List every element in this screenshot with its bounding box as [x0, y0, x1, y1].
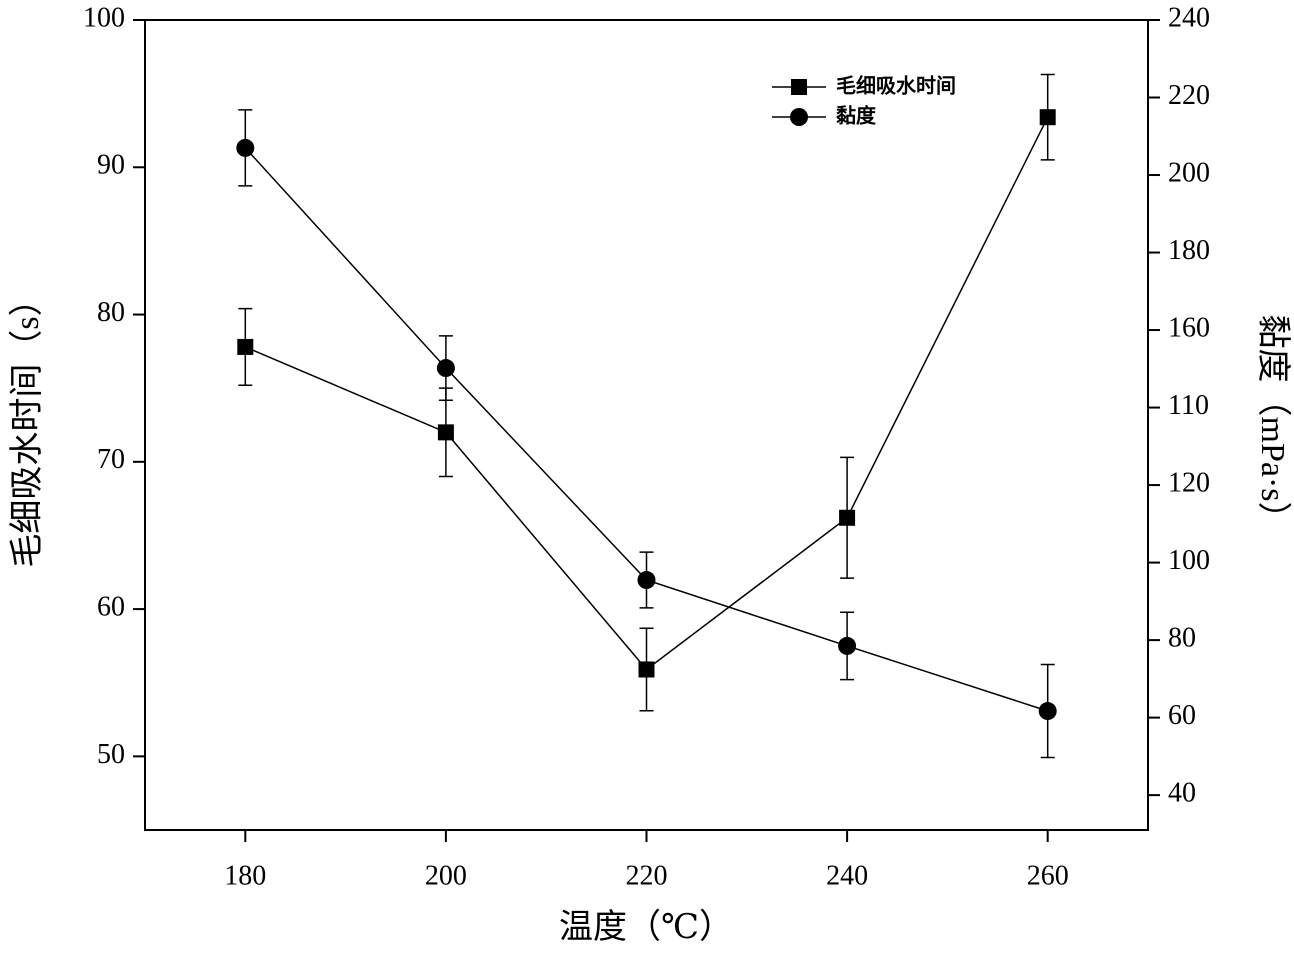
y2-tick-label: 160: [1168, 312, 1210, 343]
y-tick-label: 80: [97, 297, 125, 328]
y2-tick-label: 120: [1168, 467, 1210, 498]
y2-axis-label: 黏度（mPa·s）: [1254, 315, 1292, 536]
y2-tick-label: 80: [1168, 623, 1196, 654]
y-tick-label: 50: [97, 739, 125, 770]
y-tick-label: 90: [97, 150, 125, 181]
y2-tick-label: 220: [1168, 80, 1210, 111]
marker: [1038, 702, 1057, 721]
y-tick-label: 60: [97, 592, 125, 623]
y2-tick-label: 240: [1168, 2, 1210, 33]
y-axis-label: 毛细吸水时间（s）: [8, 282, 46, 567]
marker: [436, 359, 455, 378]
y2-tick-label: 200: [1168, 157, 1210, 188]
marker: [237, 338, 254, 355]
marker: [638, 661, 655, 678]
marker: [637, 571, 656, 590]
y2-tick-label: 40: [1168, 778, 1196, 809]
y2-tick-label: 110: [1168, 390, 1209, 421]
legend-marker: [791, 79, 807, 95]
x-tick-label: 180: [224, 860, 266, 891]
y-tick-label: 100: [83, 2, 125, 33]
x-tick-label: 220: [626, 860, 668, 891]
y-tick-label: 70: [97, 444, 125, 475]
marker: [839, 509, 856, 526]
y2-tick-label: 100: [1168, 545, 1210, 576]
x-tick-label: 200: [425, 860, 467, 891]
x-axis-label: 温度（℃）: [559, 908, 733, 946]
marker: [236, 138, 255, 157]
y2-tick-label: 60: [1168, 700, 1196, 731]
x-tick-label: 240: [826, 860, 868, 891]
marker: [1039, 109, 1056, 126]
legend-label: 毛细吸水时间: [836, 74, 956, 98]
marker: [838, 636, 857, 655]
legend-marker: [790, 108, 808, 126]
x-tick-label: 260: [1027, 860, 1069, 891]
y2-tick-label: 180: [1168, 235, 1210, 266]
marker: [437, 424, 454, 441]
series-line: [244, 147, 1048, 712]
legend-label: 黏度: [836, 104, 877, 128]
